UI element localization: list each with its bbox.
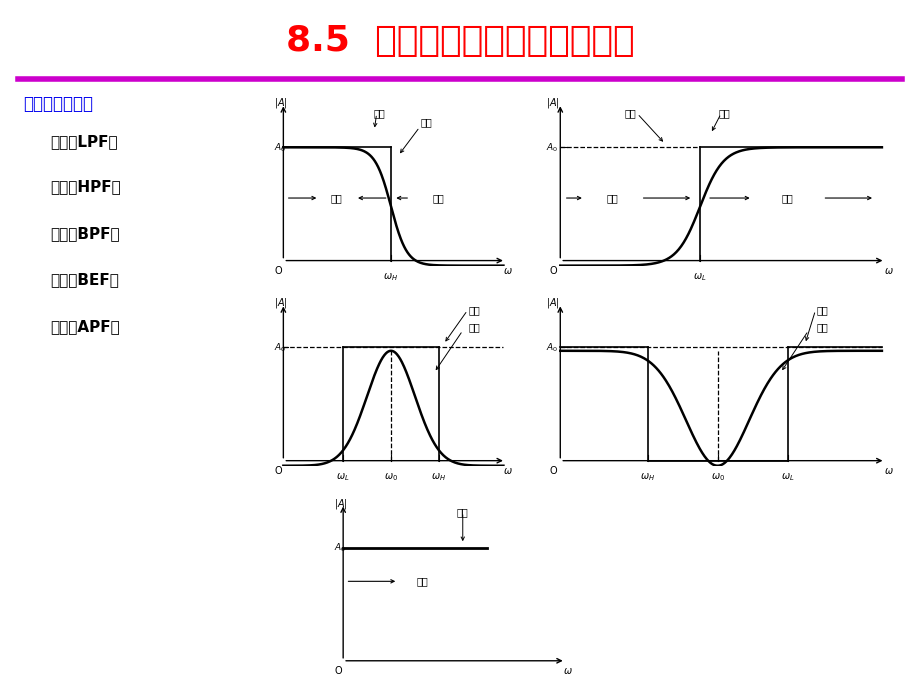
Text: 通带: 通带 bbox=[330, 193, 342, 203]
Text: $\omega$: $\omega$ bbox=[562, 666, 573, 676]
Text: $|A|$: $|A|$ bbox=[546, 97, 560, 110]
Text: $\omega_L$: $\omega_L$ bbox=[693, 270, 706, 282]
Text: $A_0$: $A_0$ bbox=[334, 541, 346, 554]
Text: 高通（HPF）: 高通（HPF） bbox=[51, 179, 121, 195]
Text: $A_0$: $A_0$ bbox=[274, 341, 286, 354]
Text: 带阻（BEF）: 带阻（BEF） bbox=[51, 273, 119, 288]
Text: 实际: 实际 bbox=[718, 108, 730, 119]
Text: 阻带: 阻带 bbox=[607, 193, 618, 203]
Text: $A_0$: $A_0$ bbox=[546, 341, 558, 354]
Text: $|A|$: $|A|$ bbox=[274, 297, 288, 310]
Text: $A_0$: $A_0$ bbox=[546, 141, 558, 154]
Text: $\omega_L$: $\omega_L$ bbox=[780, 471, 793, 482]
Text: 实际: 实际 bbox=[469, 322, 480, 332]
Text: $\omega_H$: $\omega_H$ bbox=[383, 270, 398, 282]
Text: 理想: 理想 bbox=[816, 305, 827, 315]
Text: $A_0$: $A_0$ bbox=[274, 141, 286, 154]
Text: O: O bbox=[335, 666, 342, 676]
Text: 理想: 理想 bbox=[421, 117, 432, 127]
Text: $|A|$: $|A|$ bbox=[546, 297, 560, 310]
Text: $\omega_0$: $\omega_0$ bbox=[709, 471, 724, 482]
Text: 阻带: 阻带 bbox=[433, 193, 444, 203]
Text: 理想: 理想 bbox=[457, 507, 468, 517]
Text: 实际: 实际 bbox=[816, 322, 827, 332]
Text: $\omega_H$: $\omega_H$ bbox=[640, 471, 654, 482]
Text: O: O bbox=[549, 266, 557, 275]
Text: $\omega_L$: $\omega_L$ bbox=[336, 471, 349, 482]
Text: 全通（APF）: 全通（APF） bbox=[51, 319, 120, 334]
Text: O: O bbox=[275, 266, 282, 275]
Text: $|A|$: $|A|$ bbox=[334, 497, 347, 511]
Text: O: O bbox=[549, 466, 557, 475]
Text: 理想: 理想 bbox=[469, 305, 480, 315]
Text: $\omega$: $\omega$ bbox=[883, 466, 892, 475]
Text: 8.5  滤波电路的基本概念与分类: 8.5 滤波电路的基本概念与分类 bbox=[286, 24, 633, 58]
Text: 按频率特性分：: 按频率特性分： bbox=[23, 95, 93, 113]
Text: 实际: 实际 bbox=[373, 108, 384, 119]
Text: $|A|$: $|A|$ bbox=[274, 97, 288, 110]
Text: $\omega_H$: $\omega_H$ bbox=[431, 471, 446, 482]
Text: 通带: 通带 bbox=[781, 193, 792, 203]
Text: $\omega$: $\omega$ bbox=[503, 266, 513, 275]
Text: 带通（BPF）: 带通（BPF） bbox=[51, 226, 120, 242]
Text: 低通（LPF）: 低通（LPF） bbox=[51, 135, 119, 150]
Text: 理想: 理想 bbox=[624, 108, 635, 119]
Text: $\omega_0$: $\omega_0$ bbox=[383, 471, 398, 482]
Text: $\omega$: $\omega$ bbox=[883, 266, 892, 275]
Text: 通带: 通带 bbox=[415, 576, 427, 586]
Text: $\omega$: $\omega$ bbox=[503, 466, 513, 475]
Text: O: O bbox=[275, 466, 282, 475]
